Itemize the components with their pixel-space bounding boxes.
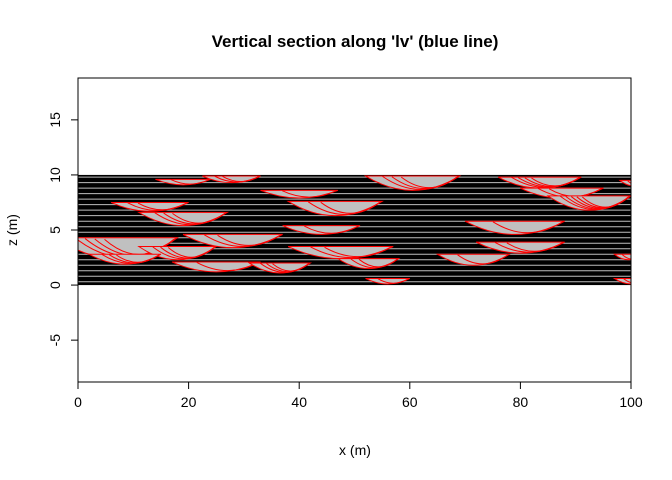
x-tick-label: 60 [402,394,418,410]
lens-inner-surface [222,176,260,183]
lens-inner-surface [116,254,160,263]
lens-inner-surface [167,247,215,258]
lens-inner-surface [304,225,359,234]
trough-lens [182,233,283,249]
y-axis: -5 0 5 10 15 [47,112,78,347]
trough-lens [435,253,512,266]
lens-inner-surface [320,201,380,214]
trough-lens [88,253,162,265]
trough-lens [137,211,230,227]
lens-inner-surface [172,212,225,224]
trough-lens [110,201,189,212]
trough-lens [612,253,631,261]
lens-body [612,277,631,285]
y-axis-label: z (m) [4,214,20,246]
lens-inner-surface [457,254,509,265]
x-tick-label: 100 [619,394,643,410]
x-tick-label: 40 [291,394,307,410]
chart-title: Vertical section along 'lv' (blue line) [212,32,499,51]
trough-lens [260,189,339,199]
plot-area [78,174,631,286]
x-tick-label: 80 [513,394,529,410]
lens-inner-surface [623,278,631,284]
trough-lens [475,241,565,254]
lens-inner-surface [137,202,187,211]
trough-lens [336,258,401,269]
trough-lens [282,225,361,235]
lens-inner-surface [582,196,629,208]
trough-lens [546,195,631,211]
trough-lens [464,220,565,235]
trough-lens [618,179,631,187]
lens-inner-surface [492,221,563,234]
lens-inner-surface [377,278,410,284]
trough-lens [363,175,462,191]
x-axis-label: x (m) [339,442,371,458]
y-tick-label: 0 [47,281,63,289]
y-tick-label: -5 [47,334,63,347]
lens-inner-surface [358,258,398,268]
lens-body [260,189,339,199]
y-tick-label: 5 [47,226,63,234]
lens-inner-surface [324,246,391,258]
x-axis: 0 20 40 60 80 100 [74,382,643,410]
trough-lens [247,262,312,274]
lens-inner-surface [531,177,579,187]
x-tick-label: 0 [74,394,82,410]
y-tick-label: 10 [47,167,63,183]
x-tick-label: 20 [181,394,197,410]
lens-inner-surface [627,180,631,184]
trough-lens [137,246,218,261]
lens-inner-surface [272,263,309,272]
lens-inner-surface [217,234,281,246]
lens-inner-surface [400,176,458,189]
trough-lens [365,277,411,285]
lens-inner-surface [170,179,210,185]
trough-lens [155,178,211,186]
y-tick-label: 15 [47,112,63,128]
lens-inner-surface [506,242,563,252]
trough-lens [286,200,384,217]
lens-inner-surface [621,254,631,260]
trough-lens [202,175,261,184]
lens-inner-surface [281,190,337,198]
trough-lens [287,246,394,260]
trough-lens [612,277,631,285]
